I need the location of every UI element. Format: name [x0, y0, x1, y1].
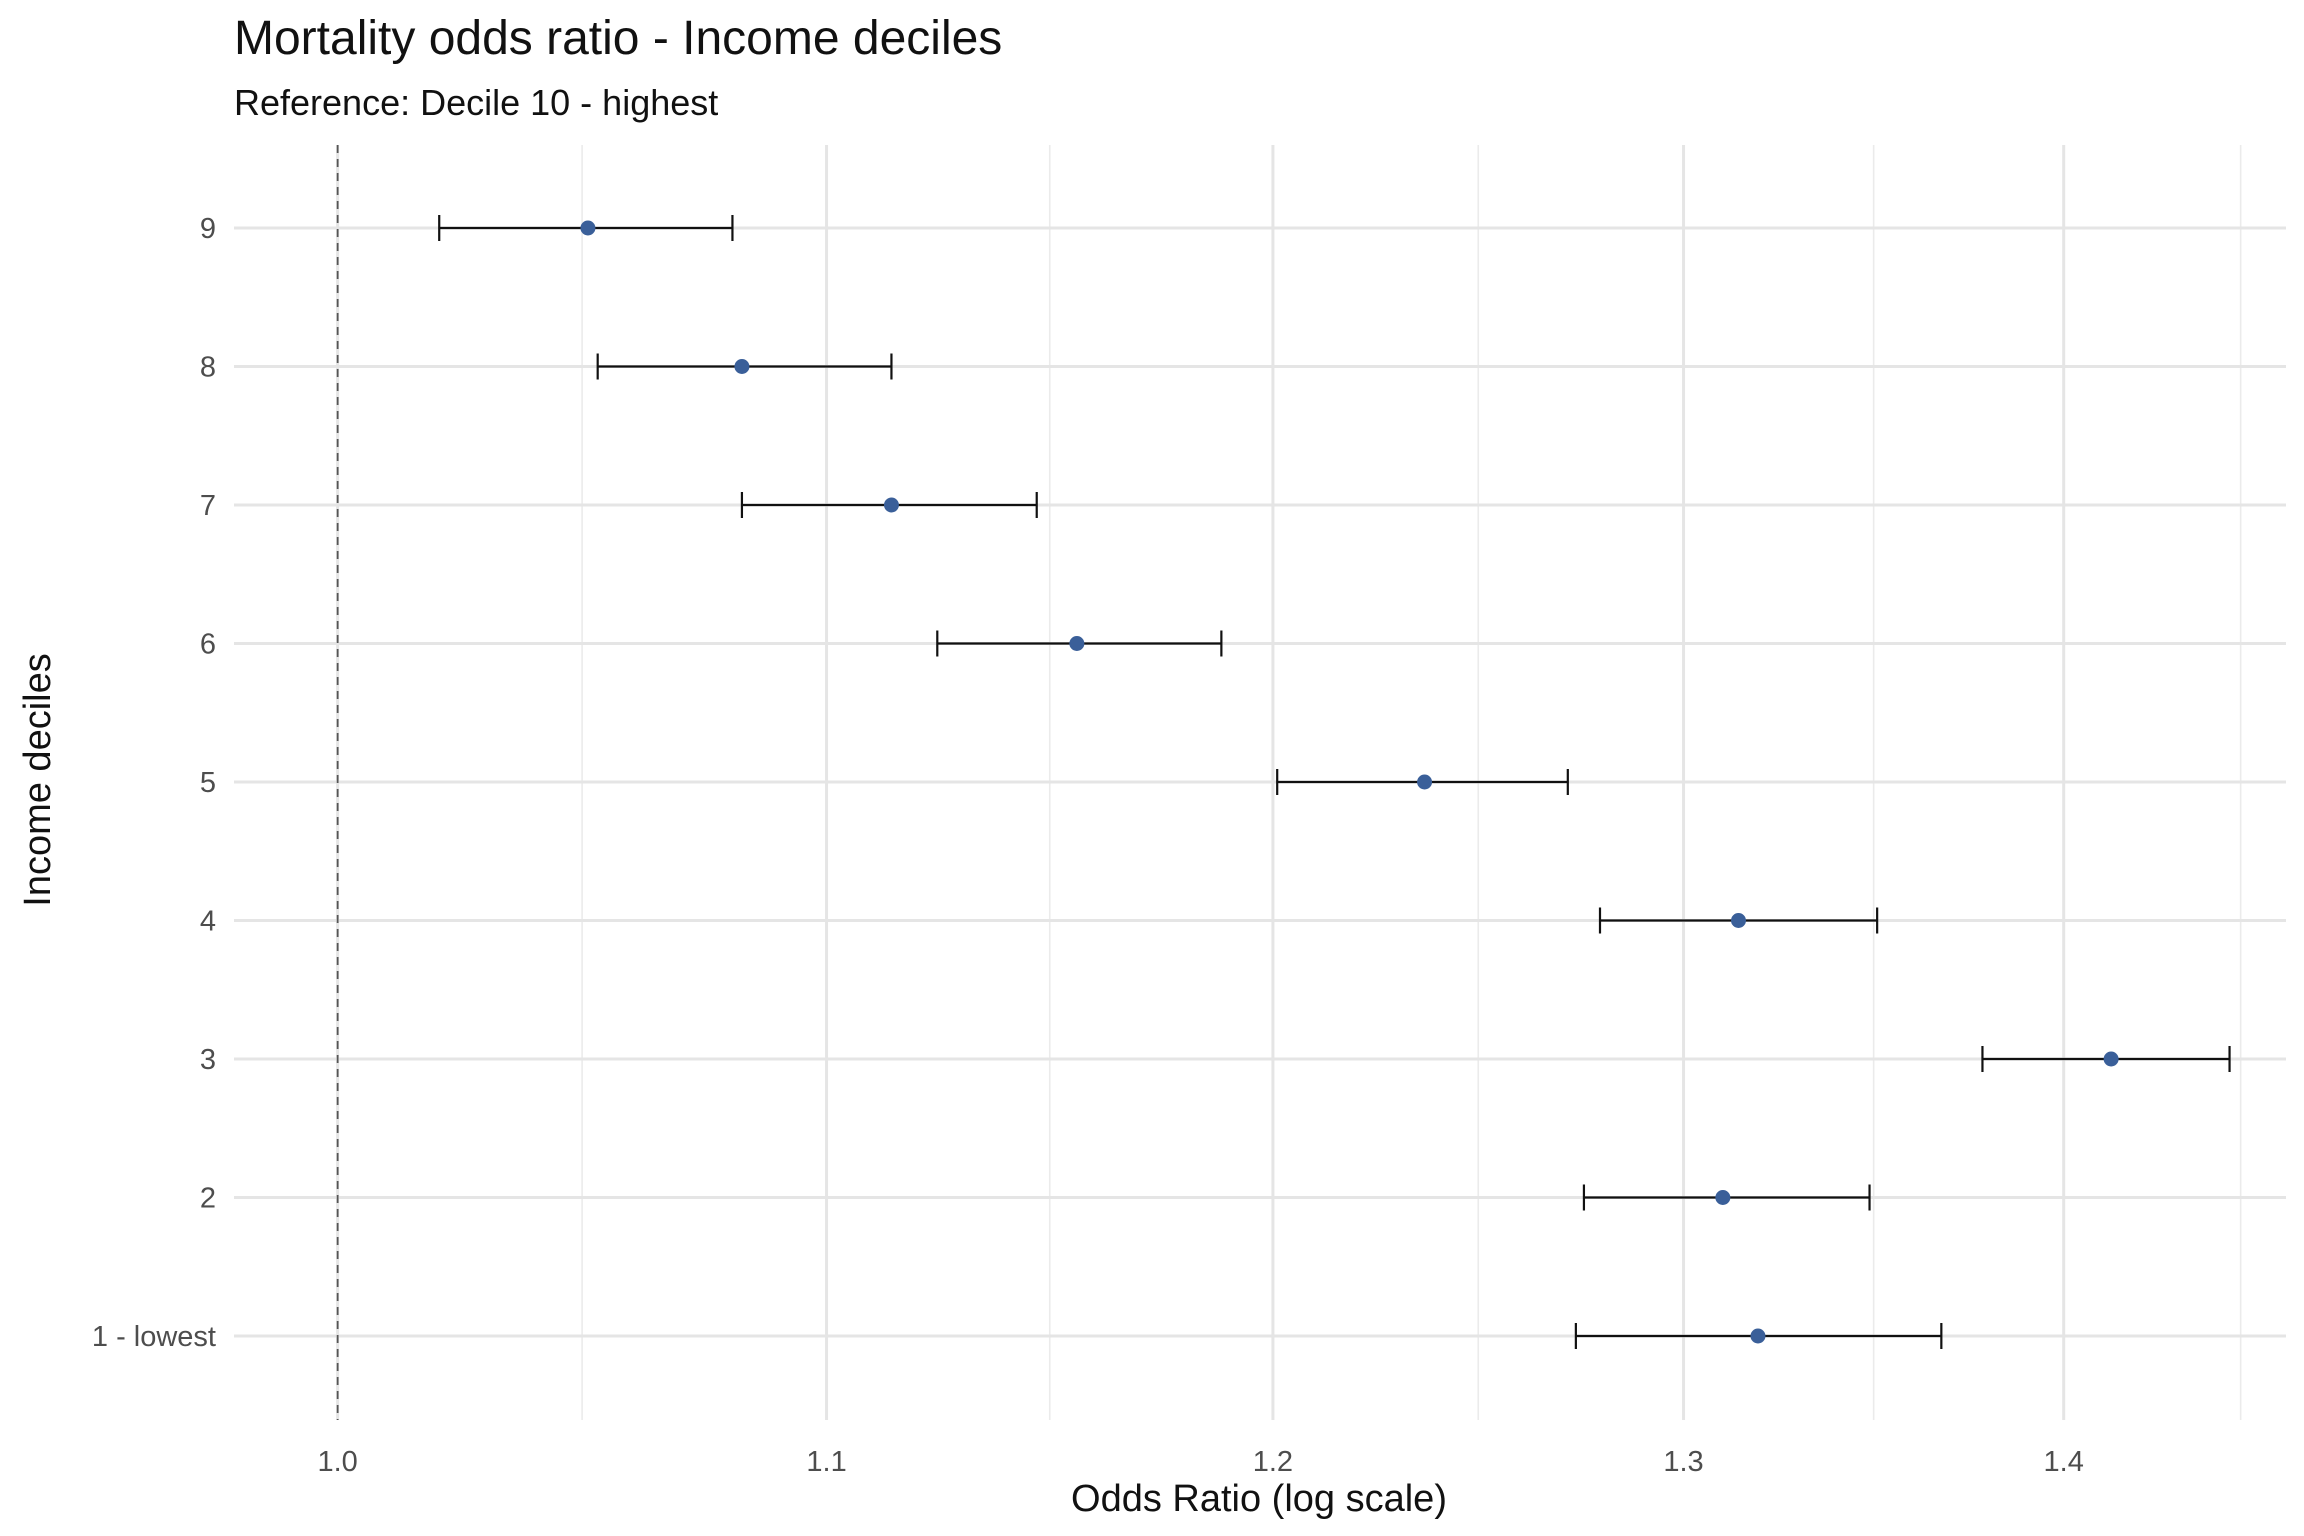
- x-tick-label: 1.3: [1663, 1446, 1703, 1478]
- x-tick-label: 1.2: [1253, 1446, 1293, 1478]
- chart-subtitle: Reference: Decile 10 - highest: [234, 82, 718, 123]
- y-tick-label: 8: [200, 352, 216, 384]
- major-grid: [234, 145, 2286, 1420]
- estimate-point: [1750, 1328, 1766, 1344]
- x-tick-label: 1.0: [317, 1446, 357, 1478]
- estimate-point: [1069, 636, 1085, 651]
- x-tick-label: 1.4: [2044, 1446, 2084, 1478]
- estimate-point: [1715, 1190, 1731, 1205]
- estimate-point: [734, 359, 750, 374]
- y-tick-label: 4: [200, 906, 216, 938]
- x-axis-ticks: 1.0 1.1 1.2 1.3 1.4: [317, 1446, 2083, 1478]
- estimate-point: [883, 497, 899, 513]
- y-tick-label: 2: [200, 1183, 216, 1215]
- estimate-point: [1730, 913, 1746, 928]
- y-tick-label: 3: [200, 1044, 216, 1076]
- estimate-point: [580, 220, 596, 236]
- data-marks: [438, 215, 2231, 1349]
- y-tick-label: 6: [200, 629, 216, 661]
- estimate-point: [2103, 1051, 2119, 1067]
- chart-title: Mortality odds ratio - Income deciles: [234, 12, 1002, 65]
- y-axis-ticks: 9 8 7 6 5 4 3 2 1 - lowest: [92, 213, 216, 1353]
- y-tick-label: 5: [200, 767, 216, 799]
- estimate-point: [1417, 774, 1433, 790]
- y-tick-label: 9: [200, 213, 216, 245]
- x-tick-label: 1.1: [806, 1446, 846, 1478]
- y-tick-label: 7: [200, 490, 216, 522]
- y-axis-title: Income deciles: [17, 653, 59, 906]
- y-tick-label: 1 - lowest: [92, 1321, 216, 1353]
- x-axis-title: Odds Ratio (log scale): [1071, 1478, 1447, 1520]
